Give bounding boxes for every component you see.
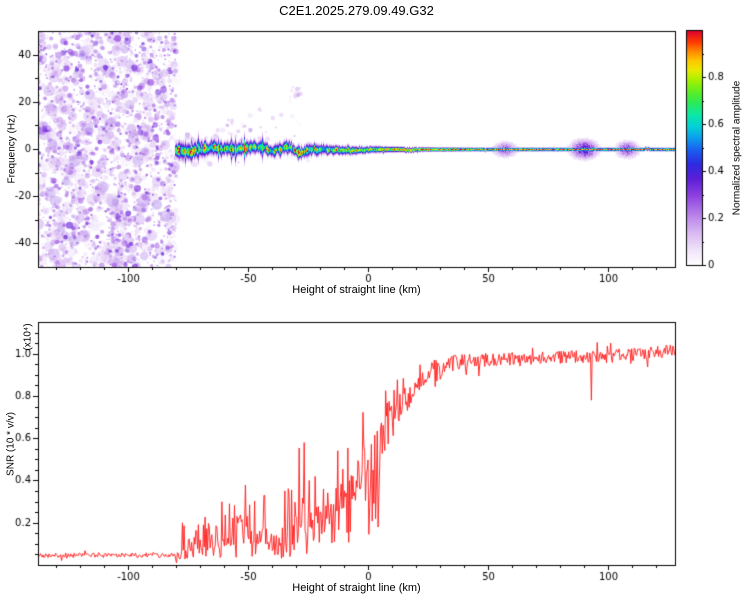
colorbar-label: Normalized spectral amplitude [731, 80, 743, 216]
snr-ylabel: SNR (10 * v/v) [5, 412, 17, 476]
spectrogram-xlabel: Height of straight line (km) [292, 284, 421, 296]
figure-title: C2E1.2025.279.09.49.G32 [279, 3, 434, 18]
snr-xlabel: Height of straight line (km) [292, 582, 421, 594]
spectrogram-ylabel: Frequency (Hz) [6, 114, 18, 184]
snr-scale-label: (x10⁴) [22, 323, 34, 351]
